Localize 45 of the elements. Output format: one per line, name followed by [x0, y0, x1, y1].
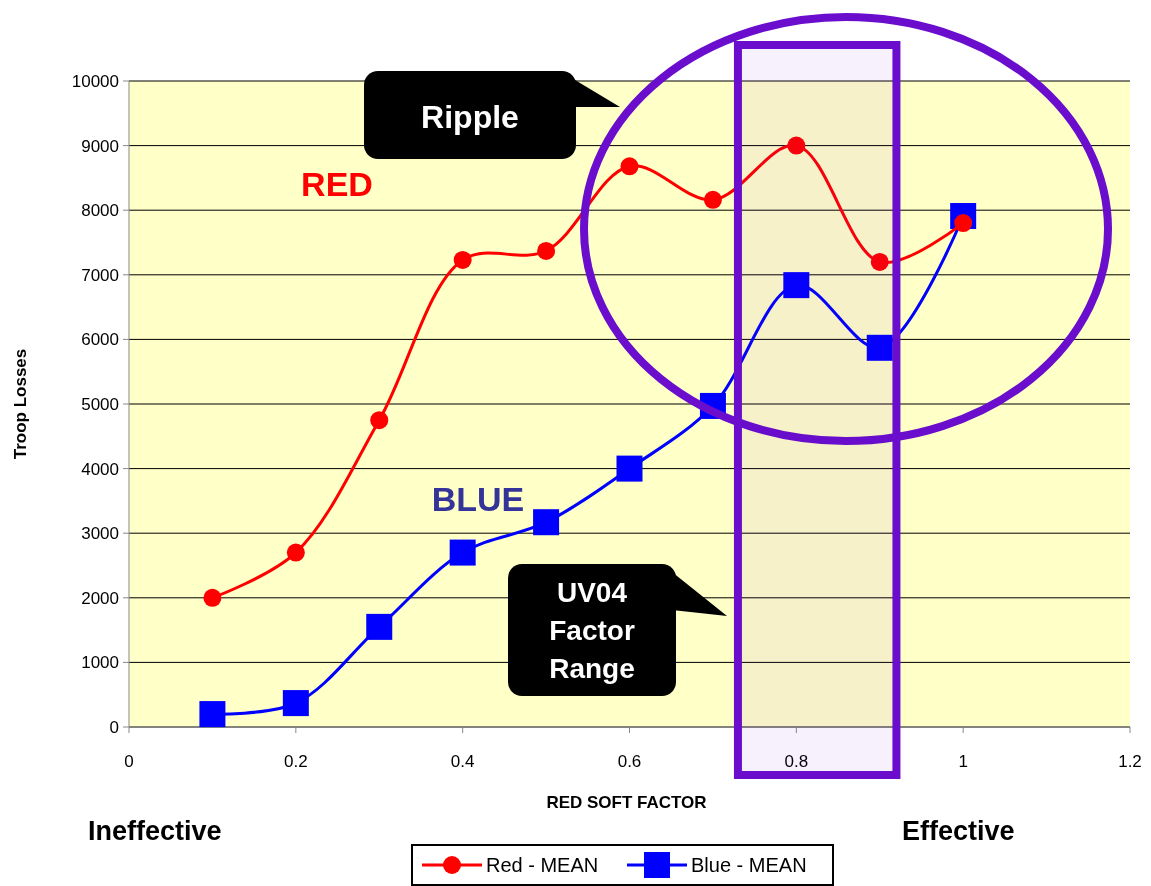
point: [286, 543, 305, 562]
x-tick-label: 0.2: [284, 752, 308, 771]
annotation: UV04 Factor Range: [549, 577, 635, 684]
y-tick-label: 5000: [81, 395, 119, 414]
text: Effective: [902, 816, 1015, 846]
point: [537, 241, 556, 260]
y-tick-label: 0: [109, 718, 119, 737]
y-tick-label: 6000: [81, 330, 119, 350]
point: [282, 690, 309, 717]
point: [453, 250, 472, 269]
y-tick-label: 3000: [81, 524, 119, 544]
y-tick-label: 10000: [71, 72, 119, 91]
point: [783, 272, 810, 299]
y-tick-label: 1000: [81, 653, 119, 673]
legend-label: Blue - MEAN: [691, 854, 807, 876]
text: Ineffective: [88, 816, 222, 846]
point: [866, 334, 893, 361]
point: [870, 252, 889, 271]
point: [199, 701, 226, 728]
point: [449, 539, 476, 566]
annotation: BLUE: [431, 480, 525, 518]
x-tick-label: 1: [958, 752, 968, 771]
point: [620, 157, 639, 176]
x-tick-label: 0.4: [450, 752, 475, 771]
point: [370, 411, 389, 430]
point: [787, 136, 806, 155]
point: [533, 509, 560, 536]
legend-label: Red - MEAN: [486, 854, 599, 876]
x-tick-label: 0: [124, 752, 134, 771]
point: [366, 613, 393, 640]
point: [703, 190, 722, 209]
point: [616, 455, 643, 482]
x-tick-label: 1.2: [1118, 752, 1142, 771]
annotation: RED: [301, 165, 373, 203]
x-tick-label: 0.8: [784, 752, 809, 771]
y-tick-label: 7000: [81, 265, 119, 285]
x-tick-label: 0.6: [617, 752, 642, 771]
y-tick-label: 2000: [81, 588, 119, 608]
annotation: Ripple: [421, 99, 519, 135]
y-axis-title: Troop Losses: [11, 348, 30, 460]
x-axis-title: RED SOFT FACTOR: [546, 793, 707, 812]
y-tick-label: 9000: [81, 136, 119, 156]
point: [203, 588, 222, 607]
y-tick-label: 4000: [81, 459, 119, 479]
y-tick-label: 8000: [81, 201, 119, 221]
